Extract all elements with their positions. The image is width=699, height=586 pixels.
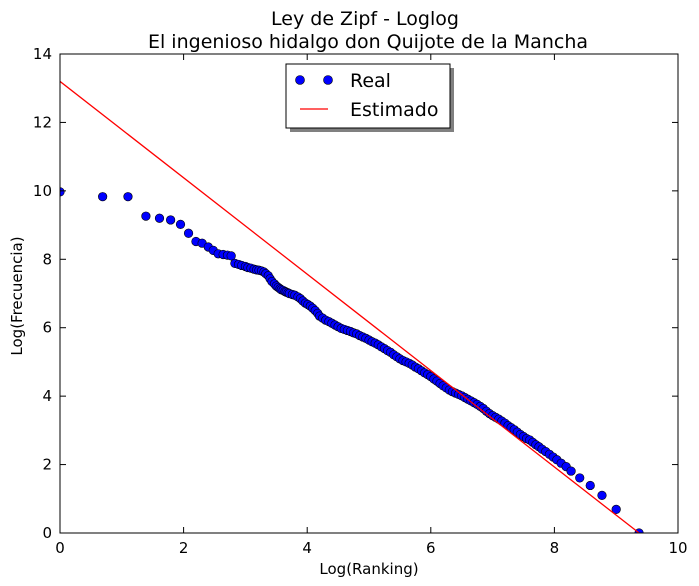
y-tick-label: 12 [33, 113, 52, 131]
axis-ticks: 0 2 4 6 8 10 0 2 4 6 8 10 12 14 [33, 45, 688, 557]
legend-box [285, 63, 451, 129]
real-point [575, 473, 585, 483]
legend-marker-real [295, 75, 305, 85]
y-tick-label: 8 [42, 250, 52, 268]
y-tick-label: 0 [42, 524, 52, 542]
real-point [123, 192, 133, 202]
real-point [154, 213, 165, 223]
x-tick-label: 0 [55, 539, 65, 557]
chart-title: Ley de Zipf - Loglog [271, 8, 459, 30]
real-point [166, 215, 176, 225]
legend-label-real: Real [350, 70, 391, 92]
y-tick-label: 4 [42, 387, 52, 405]
x-axis-label: Log(Ranking) [319, 560, 418, 578]
plot-area [60, 80, 644, 533]
y-tick-label: 6 [42, 319, 52, 337]
x-tick-label: 8 [550, 539, 560, 557]
real-point [175, 219, 186, 229]
x-tick-label: 6 [426, 539, 436, 557]
real-point [566, 466, 576, 476]
real-point [226, 251, 236, 261]
chart-subtitle: El ingenioso hidalgo don Quijote de la M… [148, 31, 588, 53]
real-point [611, 504, 621, 514]
x-tick-label: 10 [668, 539, 687, 557]
y-tick-label: 10 [33, 182, 52, 200]
real-point [597, 490, 607, 500]
real-point [98, 192, 108, 202]
y-tick-label: 14 [33, 45, 52, 63]
x-tick-label: 4 [302, 539, 312, 557]
y-axis-label: Log(Frecuencia) [8, 236, 26, 355]
legend-marker-real-2 [323, 75, 333, 85]
plot-frame [59, 53, 679, 534]
estimado-line [60, 80, 640, 533]
legend: Real Estimado [285, 63, 454, 132]
real-point [585, 480, 595, 491]
y-tick-label: 2 [42, 456, 52, 474]
x-tick-label: 2 [179, 539, 189, 557]
real-point [141, 211, 151, 221]
real-point [183, 228, 194, 238]
legend-label-estimado: Estimado [350, 99, 438, 121]
